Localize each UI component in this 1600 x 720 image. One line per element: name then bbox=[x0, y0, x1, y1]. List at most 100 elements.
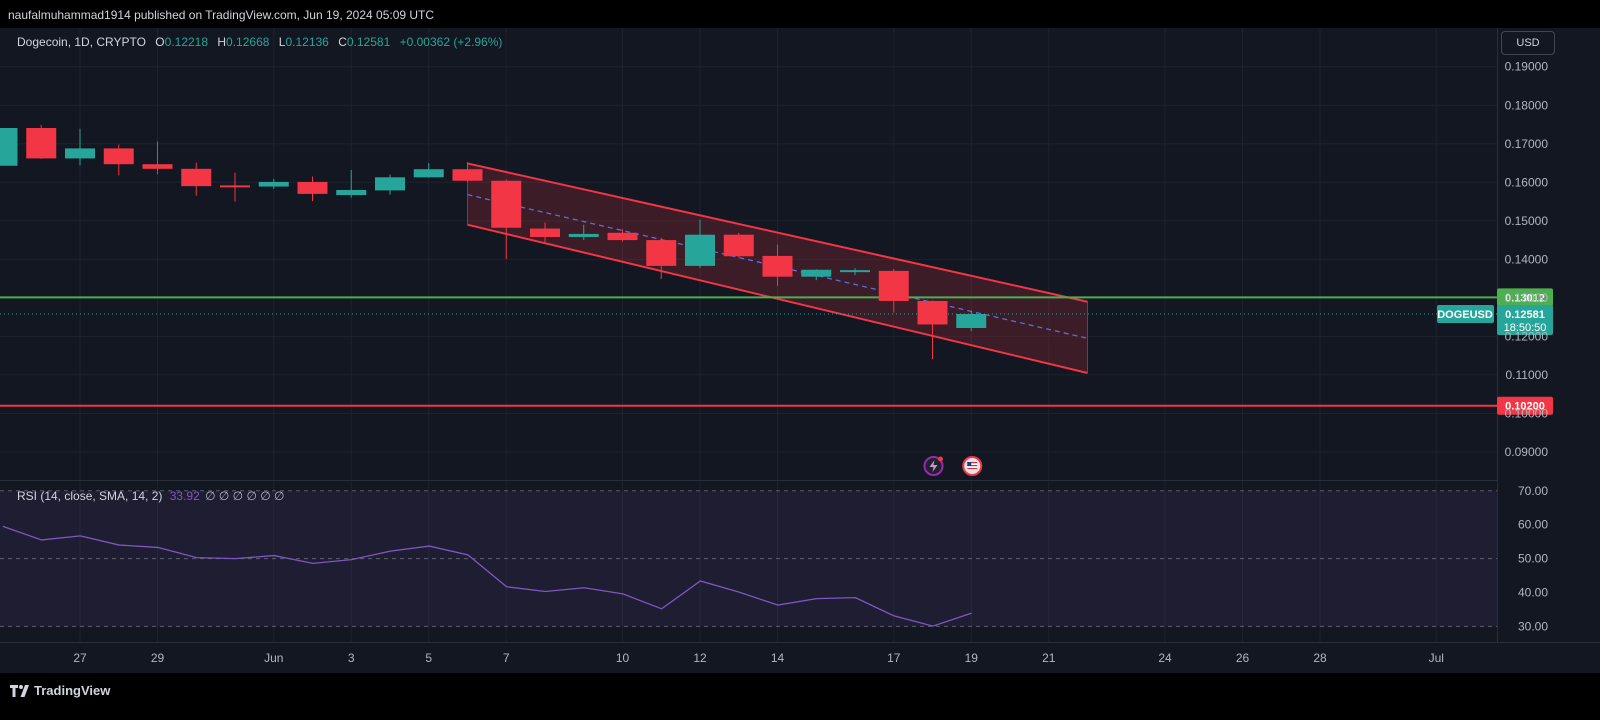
rsi-tick-label: 50.00 bbox=[1518, 552, 1548, 566]
flag-canton bbox=[967, 462, 972, 466]
rsi-title: RSI (14, close, SMA, 14, 2) bbox=[17, 489, 163, 503]
time-tick-label: 14 bbox=[771, 651, 785, 665]
time-tick-label: 17 bbox=[887, 651, 901, 665]
rsi-legend: RSI (14, close, SMA, 14, 2) 33.92 ∅ ∅ ∅ … bbox=[17, 489, 285, 503]
candle-body bbox=[607, 232, 638, 241]
time-tick-label: 10 bbox=[616, 651, 630, 665]
change-value: +0.00362 (+2.96%) bbox=[399, 35, 503, 49]
candle-body bbox=[917, 300, 948, 325]
candle-body bbox=[297, 181, 328, 194]
high-value: 0.12668 bbox=[226, 35, 270, 49]
price-tick-label: 0.18000 bbox=[1505, 98, 1549, 112]
price-tick-label: 0.12000 bbox=[1505, 329, 1549, 343]
brand-name: TradingView bbox=[34, 683, 111, 698]
tradingview-brand[interactable]: TradingView bbox=[10, 683, 110, 698]
price-tick-label: 0.15000 bbox=[1505, 214, 1549, 228]
candle-body bbox=[685, 234, 715, 266]
candle-body bbox=[258, 181, 289, 187]
high-label: H bbox=[217, 35, 227, 49]
time-tick-label: 5 bbox=[425, 651, 432, 665]
time-tick-label: 29 bbox=[151, 651, 165, 665]
candle-body bbox=[530, 228, 560, 238]
candle-body bbox=[26, 127, 57, 159]
channel-upper-line bbox=[467, 162, 1088, 303]
rsi-pane bbox=[0, 490, 1497, 627]
time-axis: 27 29 Jun 3 5 7 10 12 14 17 19 21 24 26 28 Jul bbox=[73, 651, 1444, 665]
candle-body bbox=[723, 234, 754, 257]
bottom-bar: TradingView bbox=[0, 673, 1600, 720]
symbol-tag bbox=[1437, 305, 1494, 324]
time-tick-label: 27 bbox=[73, 651, 87, 665]
publisher-line: naufalmuhammad1914 published on TradingV… bbox=[8, 8, 435, 22]
last-price-label: 0.12581 bbox=[1505, 309, 1545, 321]
time-tick-label: Jul bbox=[1429, 651, 1444, 665]
candle-body bbox=[452, 169, 483, 181]
candle-body bbox=[220, 185, 250, 188]
rsi-value: 33.92 bbox=[169, 489, 200, 503]
candle-body bbox=[336, 190, 367, 196]
time-tick-label: 28 bbox=[1313, 651, 1327, 665]
time-tick-label: 19 bbox=[965, 651, 979, 665]
top-bar: naufalmuhammad1914 published on TradingV… bbox=[0, 0, 1600, 28]
time-tick-label: 24 bbox=[1158, 651, 1172, 665]
currency-button[interactable]: USD bbox=[1501, 31, 1555, 55]
rsi-tick-label: 40.00 bbox=[1518, 586, 1548, 600]
flag-stripe bbox=[967, 465, 978, 467]
level-price-tag bbox=[1497, 396, 1553, 415]
close-label: C bbox=[338, 35, 347, 49]
flag-stripe bbox=[967, 468, 978, 470]
candle-body bbox=[762, 255, 793, 277]
candle-body bbox=[181, 168, 212, 187]
low-label: L bbox=[278, 35, 286, 49]
price-scale-border bbox=[1497, 28, 1498, 642]
lightning-glyph bbox=[929, 460, 938, 472]
price-tick-label: 0.16000 bbox=[1505, 175, 1549, 189]
event-dot bbox=[938, 456, 943, 462]
open-value: 0.12218 bbox=[164, 35, 209, 49]
candle-body bbox=[801, 269, 832, 277]
candle-body bbox=[491, 180, 522, 228]
flag-stripe bbox=[967, 462, 978, 464]
time-tick-label: 3 bbox=[348, 651, 355, 665]
candle-body bbox=[646, 240, 677, 266]
price-tick-label: 0.11000 bbox=[1506, 368, 1549, 382]
close-value: 0.12581 bbox=[346, 35, 391, 49]
level-price-label: 0.13012 bbox=[1505, 292, 1545, 304]
price-axis: 0.19000 0.18000 0.17000 0.16000 0.15000 0.140… bbox=[1505, 60, 1549, 634]
candles bbox=[0, 124, 987, 360]
candle-body bbox=[413, 169, 444, 178]
time-tick-label: 26 bbox=[1236, 651, 1250, 665]
pane-separator bbox=[0, 480, 1497, 481]
symbol-name: Dogecoin, 1D, CRYPTO bbox=[17, 35, 146, 49]
last-price-tag bbox=[1497, 305, 1553, 336]
rsi-tick-label: 30.00 bbox=[1518, 619, 1548, 633]
time-tick-label: 7 bbox=[503, 651, 510, 665]
low-value: 0.12136 bbox=[285, 35, 329, 49]
channel-lower-line bbox=[467, 223, 1088, 374]
candle-body bbox=[878, 270, 909, 301]
price-tick-label: 0.09000 bbox=[1505, 445, 1549, 459]
rsi-tick-label: 60.00 bbox=[1518, 518, 1548, 532]
tradingview-logo-icon bbox=[10, 684, 29, 697]
price-tick-label: 0.17000 bbox=[1505, 137, 1549, 151]
time-scale-border bbox=[0, 642, 1600, 643]
rsi-empty-values: ∅ ∅ ∅ ∅ ∅ ∅ bbox=[205, 489, 285, 503]
price-tick-label: 0.13000 bbox=[1505, 291, 1549, 305]
rsi-line bbox=[2, 525, 972, 627]
level-price-label: 0.10200 bbox=[1505, 401, 1545, 413]
price-tick-label: 0.14000 bbox=[1505, 252, 1549, 266]
time-tick-label: 12 bbox=[693, 651, 707, 665]
countdown-label: 18:50:50 bbox=[1504, 322, 1547, 334]
event-icons bbox=[923, 456, 983, 476]
candle-body bbox=[142, 164, 173, 169]
price-tick-label: 0.10000 bbox=[1505, 406, 1549, 420]
open-label: O bbox=[155, 35, 165, 49]
price-tick-label: 0.19000 bbox=[1505, 60, 1549, 74]
symbol-tag-label: DOGEUSD bbox=[1437, 309, 1493, 321]
candle-body bbox=[375, 177, 405, 191]
level-price-tag bbox=[1497, 288, 1553, 307]
time-tick-label: Jun bbox=[264, 651, 283, 665]
candle-body bbox=[0, 127, 18, 166]
